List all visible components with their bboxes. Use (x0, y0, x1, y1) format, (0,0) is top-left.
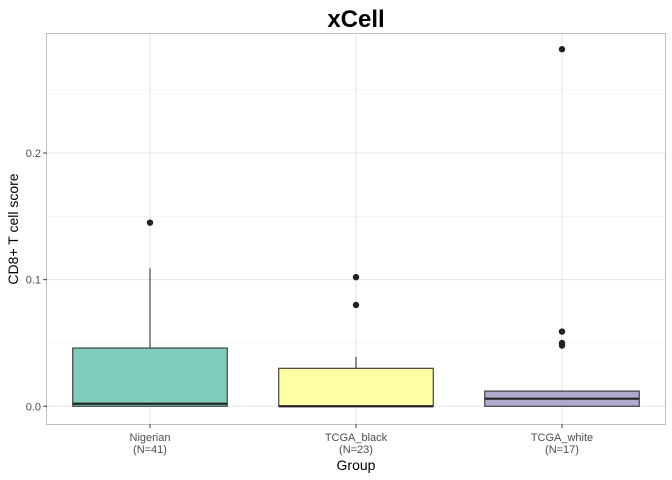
chart-title: xCell (327, 6, 384, 33)
box-TCGA_black (278, 367, 434, 407)
x-axis-label: Group (337, 457, 376, 473)
outlier-point (352, 301, 360, 309)
x-tick-label: TCGA_black (325, 432, 388, 444)
y-axis-label: CD8+ T cell score (5, 173, 21, 284)
x-tick-count-label: (N=23) (339, 444, 373, 456)
axes: 0.0 0.1 0.2 Nigerian(N=41) TCGA_black(N=23) T… (26, 148, 593, 456)
box-Nigerian (72, 347, 228, 407)
x-tick-count-label: (N=41) (133, 444, 167, 456)
outlier-point (146, 219, 154, 226)
outlier-point (558, 328, 566, 335)
outlier-point (558, 45, 566, 53)
outlier-point (558, 339, 566, 347)
outlier-point (352, 273, 360, 281)
y-tick-label: 0.0 (26, 401, 41, 413)
y-tick-label: 0.2 (26, 148, 41, 160)
y-tick-label: 0.1 (26, 275, 41, 287)
x-tick-label: TCGA_white (531, 432, 593, 444)
boxes (72, 45, 640, 408)
x-tick-count-label: (N=17) (545, 444, 579, 456)
x-tick-label: Nigerian (130, 432, 171, 444)
